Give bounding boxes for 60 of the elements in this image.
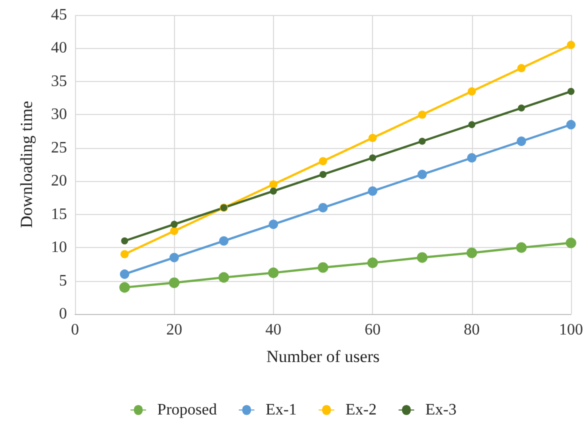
point xyxy=(268,220,278,229)
point xyxy=(120,250,129,258)
point xyxy=(518,104,525,112)
point xyxy=(318,157,328,166)
y-tick-label: 0 xyxy=(59,306,67,322)
y-tick-label: 10 xyxy=(51,239,67,256)
point xyxy=(467,153,476,163)
point xyxy=(566,40,576,49)
point xyxy=(318,202,328,212)
y-tick-label: 5 xyxy=(59,272,67,290)
point xyxy=(269,180,278,189)
point xyxy=(468,87,476,96)
point xyxy=(320,170,326,178)
y-tick-label: 35 xyxy=(51,72,67,90)
point xyxy=(218,272,230,283)
point xyxy=(369,154,376,162)
point xyxy=(270,188,277,195)
x-tick-label: 20 xyxy=(166,322,182,338)
point xyxy=(318,262,328,273)
x-tick-label: 100 xyxy=(559,322,583,338)
y-axis-title: Downloading time xyxy=(17,100,36,228)
point xyxy=(418,138,426,145)
y-tick-label: 30 xyxy=(51,106,67,124)
point xyxy=(170,252,179,262)
point xyxy=(517,64,526,72)
legend-label: Proposed xyxy=(157,402,217,418)
y-tick-label: 40 xyxy=(51,40,67,57)
x-tick-label: 80 xyxy=(464,322,480,338)
point xyxy=(119,282,130,293)
point xyxy=(368,134,377,142)
point xyxy=(367,258,378,268)
x-axis-title: Number of users xyxy=(266,347,380,366)
legend-label: Ex-3 xyxy=(425,402,456,418)
point xyxy=(468,121,476,128)
point xyxy=(566,120,576,130)
x-tick-label: 60 xyxy=(364,322,381,338)
point xyxy=(516,136,526,146)
x-tick-label: 40 xyxy=(265,322,282,338)
y-tick-label: 25 xyxy=(51,139,67,156)
point xyxy=(416,252,428,263)
point xyxy=(121,237,128,244)
point xyxy=(268,268,279,278)
point xyxy=(516,242,527,253)
y-tick-label: 45 xyxy=(51,6,67,24)
point xyxy=(120,269,130,279)
x-tick-label: 0 xyxy=(71,322,79,338)
point xyxy=(418,110,426,119)
y-tick-label: 15 xyxy=(51,206,67,223)
point xyxy=(568,88,574,95)
legend-label: Ex-1 xyxy=(266,402,297,418)
point xyxy=(168,277,180,288)
legend-label: Ex-2 xyxy=(346,402,377,418)
y-tick-label: 20 xyxy=(51,172,67,190)
point xyxy=(170,226,178,236)
point xyxy=(466,248,478,258)
point xyxy=(170,220,178,228)
point xyxy=(418,170,427,180)
point xyxy=(368,186,378,196)
point xyxy=(219,236,228,246)
point xyxy=(566,238,576,248)
